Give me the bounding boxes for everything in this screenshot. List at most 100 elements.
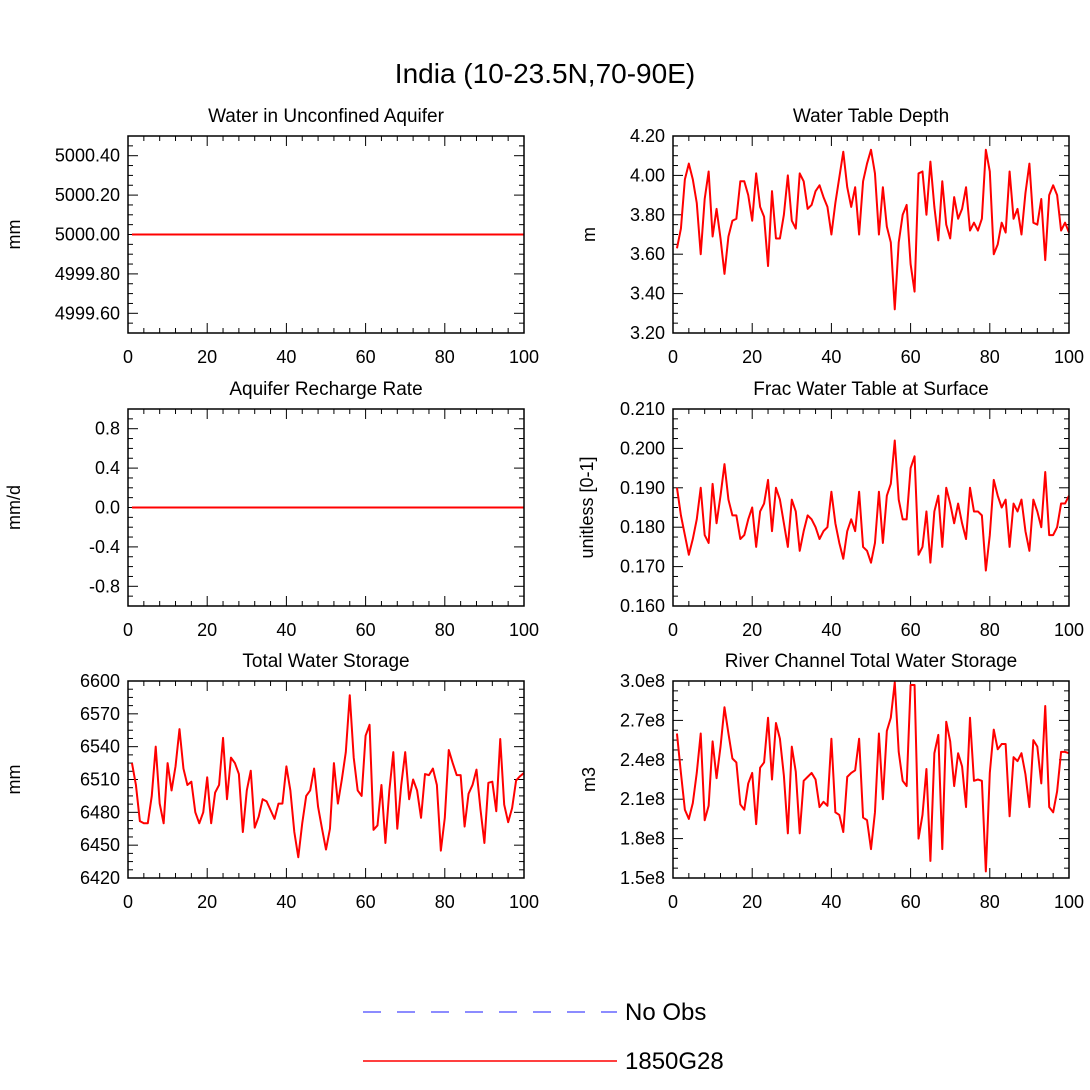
y-axis-label: mm [4,765,24,795]
y-axis-label: m3 [579,767,599,792]
panel-title: Water Table Depth [793,106,949,127]
y-tick-label: 0.190 [620,478,665,498]
plot-frame [672,408,1070,607]
y-tick-label: 6510 [80,770,120,790]
plot-frame [672,680,1070,879]
x-tick-label: 20 [742,620,762,640]
x-tick-label: 60 [901,892,921,912]
x-tick-label: 40 [276,892,296,912]
x-tick-label: 60 [901,620,921,640]
y-axis-label: mm/d [4,485,24,530]
x-tick-label: 100 [1054,892,1084,912]
legend: No Obs 1850G28 [363,999,724,1075]
y-axis-label: m [579,227,599,242]
x-tick-label: 40 [821,620,841,640]
x-tick-label: 20 [197,892,217,912]
series-line-1850G28 [675,681,1070,873]
x-tick-label: 100 [509,892,539,912]
panel-title: Frac Water Table at Surface [753,379,989,400]
y-tick-label: 0.8 [95,419,120,439]
y-tick-label: 6570 [80,704,120,724]
x-tick-label: 20 [197,347,217,367]
x-tick-label: 100 [509,347,539,367]
x-tick-label: 40 [276,347,296,367]
y-tick-label: 5000.00 [55,225,120,245]
x-tick-label: 20 [197,620,217,640]
chart-panel: Frac Water Table at Surface unitless [0-1… [577,379,1084,640]
x-tick-label: 0 [668,620,678,640]
y-tick-label: 6540 [80,737,120,757]
y-tick-label: 1.8e8 [620,829,665,849]
y-tick-label: 0.200 [620,438,665,458]
plot-frame [127,680,525,879]
y-tick-label: 0.160 [620,596,665,616]
y-tick-label: -0.8 [89,576,120,596]
y-tick-label: 4.20 [630,126,665,146]
y-tick-label: 4.00 [630,165,665,185]
y-tick-label: 6600 [80,671,120,691]
y-tick-label: 2.7e8 [620,710,665,730]
y-tick-label: 3.40 [630,284,665,304]
y-tick-label: 3.20 [630,323,665,343]
x-tick-label: 20 [742,892,762,912]
panel-title: Aquifer Recharge Rate [229,379,422,400]
x-tick-label: 0 [123,347,133,367]
y-axis-label: mm [4,220,24,250]
chart-panel: Aquifer Recharge Rate mm/d 0 20 40 60 80 100 -0.… [4,379,539,640]
plot-frame [672,135,1070,334]
x-tick-label: 20 [742,347,762,367]
y-tick-label: 4999.60 [55,303,120,323]
x-tick-label: 100 [509,620,539,640]
x-tick-label: 0 [123,892,133,912]
chart-panel: Water in Unconfined Aquifer mm 0 20 40 60 80 10… [4,106,539,367]
x-tick-label: 80 [435,620,455,640]
x-tick-label: 60 [356,892,376,912]
legend-label: No Obs [625,999,706,1026]
y-tick-label: 0.210 [620,399,665,419]
series-line-1850G28 [675,439,1070,572]
y-tick-label: 0.180 [620,517,665,537]
y-tick-label: 2.1e8 [620,789,665,809]
y-tick-label: 3.0e8 [620,671,665,691]
x-tick-label: 60 [901,347,921,367]
y-tick-label: 3.60 [630,244,665,264]
x-tick-label: 80 [435,347,455,367]
chart-panel: Water Table Depth m 0 20 40 60 80 100 3.20 3.40 3.… [579,106,1084,367]
y-tick-label: 2.4e8 [620,750,665,770]
y-tick-label: -0.4 [89,537,120,557]
x-tick-label: 40 [821,347,841,367]
chart-panel: Total Water Storage mm 0 20 40 60 80 100 6420 645… [4,651,539,912]
y-tick-label: 6450 [80,835,120,855]
x-tick-label: 60 [356,620,376,640]
x-tick-label: 0 [668,892,678,912]
panel-title: Total Water Storage [242,651,409,672]
y-tick-label: 0.0 [95,498,120,518]
y-tick-label: 0.170 [620,557,665,577]
x-tick-label: 80 [980,620,1000,640]
legend-label: 1850G28 [625,1048,724,1075]
y-tick-label: 1.5e8 [620,868,665,888]
y-tick-label: 4999.80 [55,264,120,284]
plot-frame [127,408,525,607]
y-tick-label: 6480 [80,802,120,822]
x-tick-label: 40 [276,620,296,640]
panel-title: River Channel Total Water Storage [725,651,1018,672]
x-tick-label: 0 [668,347,678,367]
y-tick-label: 0.4 [95,458,120,478]
plot-frame [127,135,525,334]
x-tick-label: 80 [980,892,1000,912]
x-tick-label: 0 [123,620,133,640]
y-axis-label: unitless [0-1] [577,456,597,558]
x-tick-label: 80 [435,892,455,912]
y-tick-label: 3.80 [630,205,665,225]
panel-grid: Water in Unconfined Aquifer mm 0 20 40 60 80 10… [4,106,1084,912]
x-tick-label: 60 [356,347,376,367]
chart-panel: River Channel Total Water Storage m3 0 20 40… [579,651,1084,912]
x-tick-label: 80 [980,347,1000,367]
y-tick-label: 5000.40 [55,146,120,166]
x-tick-label: 40 [821,892,841,912]
x-tick-label: 100 [1054,347,1084,367]
x-tick-label: 100 [1054,620,1084,640]
panel-title: Water in Unconfined Aquifer [208,106,445,127]
